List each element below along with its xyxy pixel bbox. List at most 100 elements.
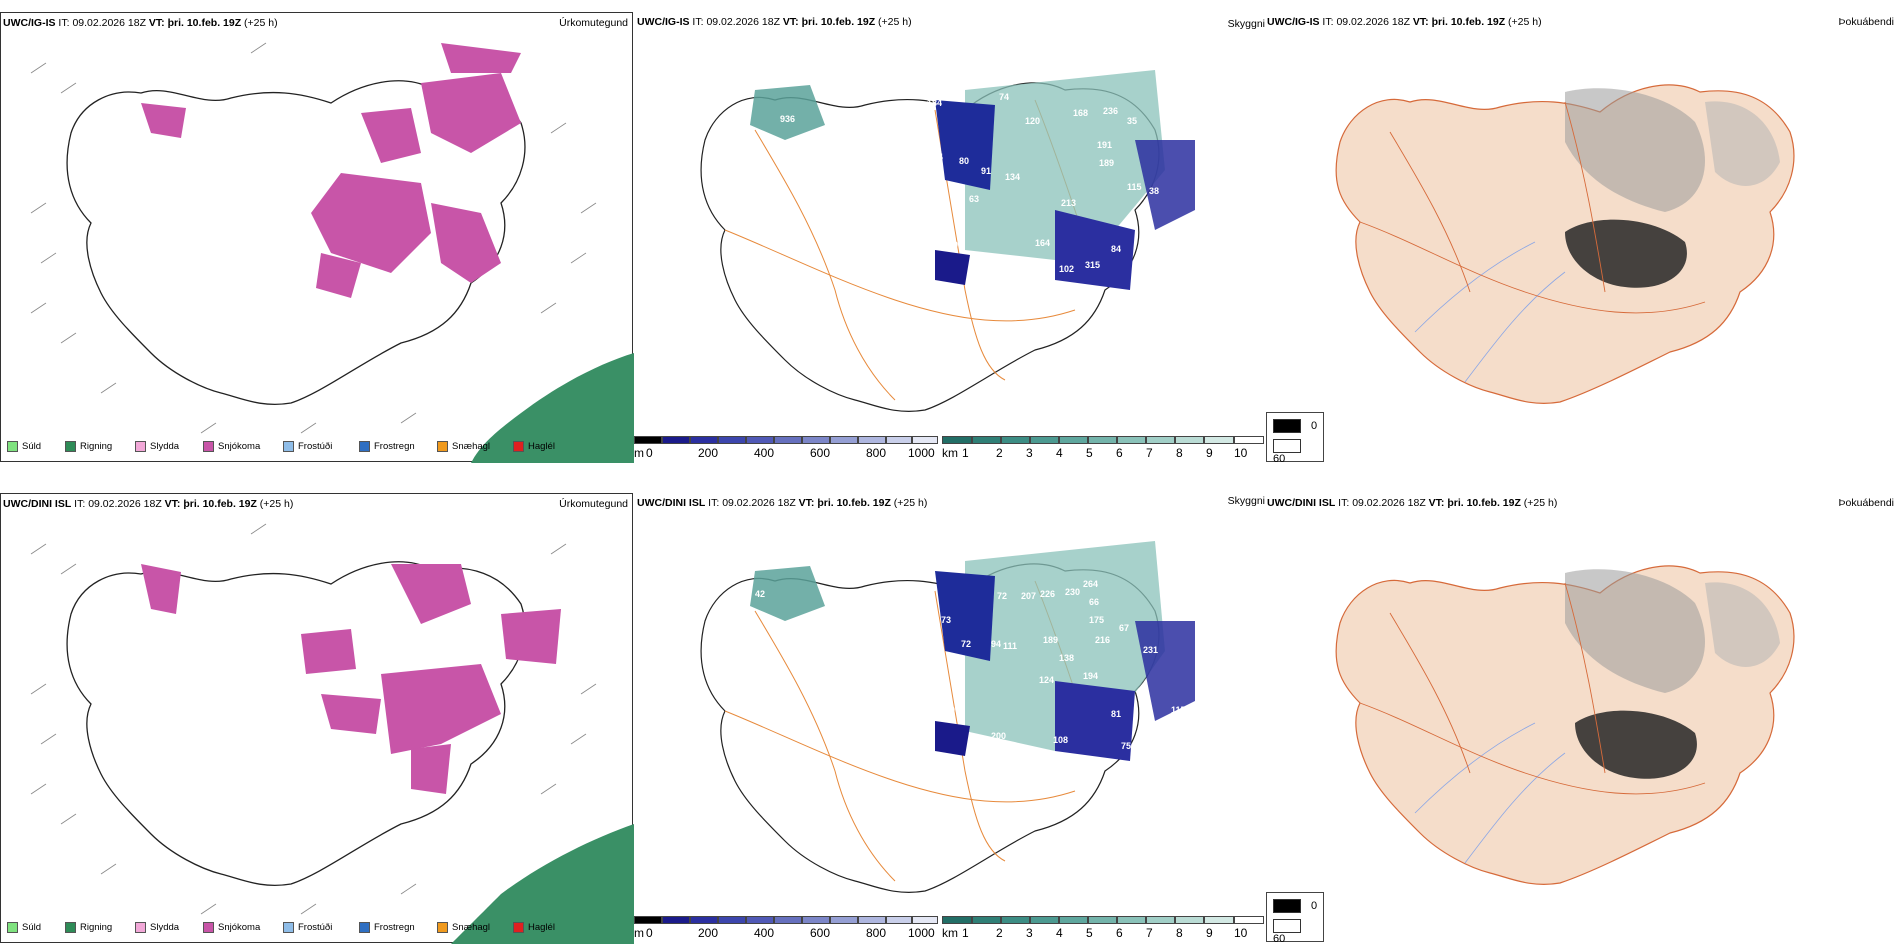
legend-swatch	[65, 922, 76, 933]
vt-label: VT:	[1412, 16, 1429, 28]
ceiling-label: 403	[1063, 300, 1079, 310]
it-label: IT:	[58, 17, 70, 29]
ceiling-label: 226	[1040, 589, 1056, 599]
colorbar-tick: 4	[1056, 926, 1063, 940]
legend-item: Snjókoma	[203, 441, 260, 452]
colorbar-tick: 8	[1176, 926, 1183, 940]
colorbar-tick: 600	[810, 926, 831, 940]
legend-label: Snæhagl	[452, 441, 491, 453]
color-cell	[1059, 916, 1088, 924]
fog-moderate-area	[1705, 582, 1780, 667]
legend-label: Súld	[22, 922, 42, 934]
sea-area	[451, 824, 634, 944]
colorbar-tick: 200	[698, 446, 719, 460]
model-name: UWC/IG-IS	[637, 16, 690, 28]
legend-swatch	[203, 441, 214, 452]
low-cloud-base-area	[1135, 140, 1195, 230]
legend-item: Frostregn	[359, 441, 415, 452]
color-cell	[718, 916, 746, 924]
legend-label: Rigning	[80, 441, 113, 453]
lead-time: (+25 h)	[259, 498, 294, 510]
low-visibility-area	[750, 566, 825, 621]
ceiling-label: 102	[1059, 264, 1075, 274]
fog-legend: 0 60	[1266, 892, 1324, 945]
legend-label: Snjókoma	[218, 441, 261, 453]
low-cloud-base-area	[935, 721, 970, 756]
color-cell	[830, 916, 858, 924]
color-cell	[1146, 436, 1175, 444]
panel-name: Úrkomutegund	[559, 498, 628, 510]
legend-label: Slydda	[150, 922, 180, 934]
legend-label: Rigning	[80, 922, 113, 934]
valid-time: þri. 10.feb. 19Z	[817, 497, 891, 509]
legend-swatch	[513, 922, 524, 933]
model-name: UWC/DINI ISL	[1267, 497, 1336, 509]
colorbar-tick: 800	[866, 446, 887, 460]
color-cell	[1030, 436, 1059, 444]
sea-area	[471, 353, 634, 463]
fog-moderate-area	[1565, 88, 1705, 212]
fog-swatch-dark	[1273, 899, 1301, 913]
cloud-base-colorbar: m 0 200 400 600 800 1000	[634, 436, 938, 462]
ceiling-label: 91	[981, 166, 992, 176]
color-cell	[718, 436, 746, 444]
init-time: 09.02.2026 18Z	[1336, 16, 1410, 28]
ceiling-label: 115	[1127, 182, 1142, 192]
panel-name: Úrkomutegund	[559, 17, 628, 29]
snow-area	[141, 564, 181, 614]
cloud-base-colorbar: m 0 200 400 600 800 1000	[634, 916, 938, 942]
snow-area	[411, 744, 451, 794]
legend-swatch	[437, 441, 448, 452]
ceiling-label: 72	[997, 591, 1008, 601]
cloud-map	[700, 541, 1195, 893]
ceiling-label: 236	[1103, 106, 1119, 116]
colorbar-tick: 200	[698, 926, 719, 940]
colorbar-tick: 400	[754, 926, 775, 940]
low-cloud-base-area	[935, 571, 995, 661]
model-name: UWC/IG-IS	[1267, 16, 1320, 28]
ceiling-label: 231	[1143, 645, 1159, 655]
ceiling-label: 14	[991, 264, 1002, 274]
ceiling-label: 207	[1021, 591, 1037, 601]
legend-swatch	[283, 922, 294, 933]
colorbar-tick: 800	[866, 926, 887, 940]
color-cell	[1146, 916, 1175, 924]
legend-item: Súld	[7, 922, 41, 933]
colorbar-tick: 1	[962, 446, 969, 460]
legend-label: Haglél	[528, 441, 555, 453]
color-cell	[1234, 436, 1264, 444]
legend-item: Snjókoma	[203, 922, 260, 933]
colorbar-unit: m	[634, 926, 644, 940]
legend-item: Slydda	[135, 441, 179, 452]
legend-swatch	[513, 441, 524, 452]
fog-panel-2: UWC/DINI ISL IT: 09.02.2026 18Z VT: þri.…	[1265, 493, 1900, 893]
color-cell	[662, 436, 690, 444]
legend-label: Frostúði	[298, 441, 333, 453]
legend-swatch	[135, 922, 146, 933]
colorbar-tick: 2	[996, 926, 1003, 940]
panel-title: UWC/IG-IS IT: 09.02.2026 18Z VT: þri. 10…	[1267, 16, 1542, 28]
iceland-outline	[66, 561, 526, 886]
panel-name: Þokuábendi	[1838, 497, 1894, 509]
wind-barbs	[30, 42, 597, 434]
color-cell	[774, 916, 802, 924]
road-network	[1359, 582, 1706, 795]
color-cell	[802, 436, 830, 444]
color-cell	[886, 916, 912, 924]
init-time: 09.02.2026 18Z	[722, 497, 796, 509]
colorbar-tick: 7	[1146, 446, 1153, 460]
snow-area	[501, 609, 561, 664]
snow-area	[316, 253, 361, 298]
colorbar-tick: 9	[1206, 446, 1213, 460]
colorbar-tick: 10	[1234, 926, 1248, 940]
legend-item: Súld	[7, 441, 41, 452]
fog-moderate-area	[1705, 101, 1780, 186]
snow-area	[421, 73, 521, 153]
panel-name: Skyggni	[1227, 495, 1265, 507]
color-cell	[886, 436, 912, 444]
legend-swatch	[7, 922, 18, 933]
valid-time: þri. 10.feb. 19Z	[183, 498, 257, 510]
it-label: IT:	[1322, 16, 1334, 28]
snow-area	[441, 43, 521, 73]
snow-area	[391, 564, 471, 624]
